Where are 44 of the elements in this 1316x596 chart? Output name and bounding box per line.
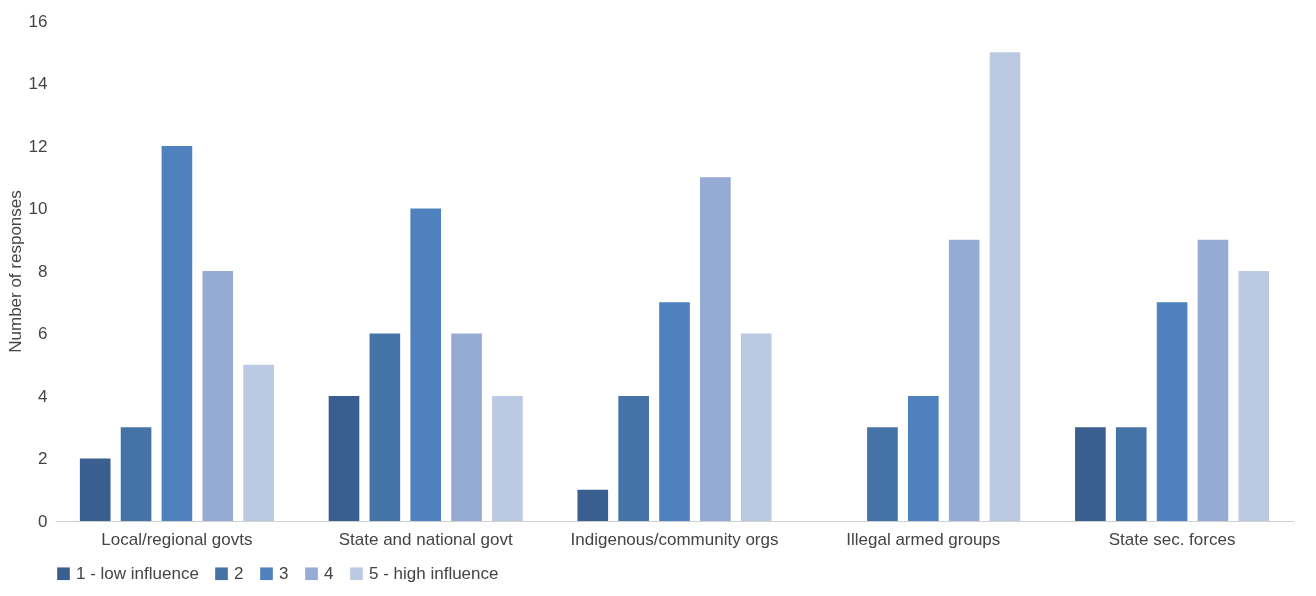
bar — [700, 177, 731, 521]
bar — [328, 396, 360, 521]
y-axis-title: Number of responses — [5, 190, 25, 353]
bar — [202, 271, 234, 521]
bar — [451, 333, 482, 521]
legend-label: 3 — [279, 563, 289, 583]
legend-label: 2 — [234, 563, 244, 583]
y-tick-label: 10 — [28, 199, 48, 218]
x-tick-label: State and national govt — [338, 529, 513, 549]
legend-label: 4 — [324, 563, 334, 583]
bar — [659, 302, 690, 521]
bar — [1197, 239, 1229, 521]
x-tick-label: Indigenous/community orgs — [570, 529, 779, 549]
bar — [618, 396, 649, 521]
bar — [1075, 427, 1106, 521]
bar — [577, 489, 609, 521]
y-tick-label: 6 — [38, 324, 48, 343]
legend-label: 5 - high influence — [369, 563, 499, 583]
bar — [989, 52, 1021, 521]
bar — [369, 333, 401, 521]
y-tick-label: 16 — [28, 11, 48, 31]
y-tick-label: 12 — [28, 136, 48, 156]
bar — [161, 146, 193, 521]
bar — [740, 333, 772, 521]
y-tick-label: 14 — [28, 74, 48, 93]
bar — [1156, 302, 1188, 521]
bar — [79, 458, 111, 521]
y-tick-label: 8 — [38, 261, 48, 281]
x-tick-label: State sec. forces — [1108, 529, 1236, 549]
legend-label: 1 - low influence — [76, 563, 199, 583]
bar — [1115, 427, 1147, 521]
bar — [907, 396, 939, 521]
y-tick-label: 2 — [38, 449, 48, 468]
bar — [1238, 271, 1270, 521]
bar — [120, 427, 152, 521]
bar — [867, 427, 898, 521]
y-tick-label: 0 — [38, 511, 48, 531]
y-tick-label: 4 — [38, 386, 48, 406]
x-tick-label: Local/regional govts — [101, 529, 253, 549]
bar — [948, 239, 980, 521]
bar — [410, 208, 442, 521]
x-tick-label: Illegal armed groups — [846, 529, 1001, 549]
bar — [492, 396, 523, 521]
bar — [243, 364, 274, 521]
